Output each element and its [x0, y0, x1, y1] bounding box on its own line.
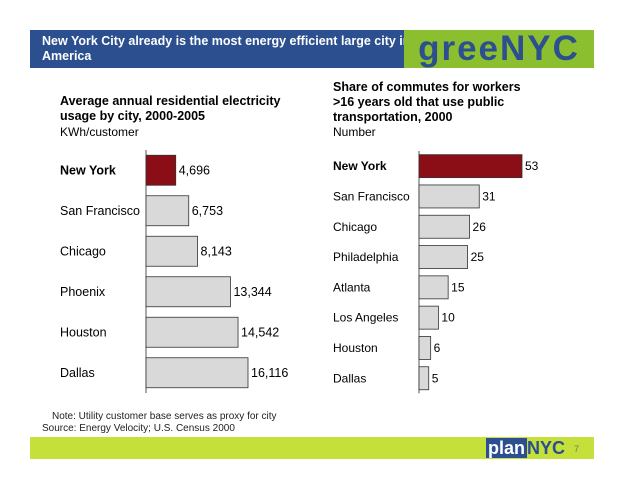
- right-chart-category-label-los-angeles: Los Angeles: [333, 311, 398, 325]
- left-chart-bar-chicago: [145, 235, 198, 267]
- left-chart-value-label-new-york: 4,696: [179, 163, 210, 177]
- left-chart-unit: KWh/customer: [60, 125, 139, 139]
- right-chart-category-label-san-francisco: San Francisco: [333, 189, 410, 203]
- left-chart-bar-houston: [145, 316, 239, 348]
- right-chart-bar-new-york: [418, 154, 523, 179]
- left-chart-value-label-houston: 14,542: [241, 325, 279, 339]
- right-chart-category-label-chicago: Chicago: [333, 220, 377, 234]
- left-chart-category-label-phoenix: Phoenix: [60, 285, 106, 299]
- right-chart-bar-atlanta: [418, 275, 449, 300]
- right-chart-unit: Number: [333, 125, 376, 139]
- plannyc-logo-plan: plan: [486, 438, 528, 458]
- left-chart-title: Average annual residential electricity u…: [60, 94, 281, 123]
- right-chart-category-label-philadelphia: Philadelphia: [333, 250, 399, 264]
- left-chart-value-label-phoenix: 13,344: [233, 285, 271, 299]
- right-chart-value-label-houston: 6: [434, 341, 441, 355]
- greenyc-logo: greeNYC: [404, 30, 594, 68]
- left-chart-category-label-san-francisco: San Francisco: [60, 204, 140, 218]
- page-title: New York City already is the most energy…: [42, 34, 411, 63]
- right-chart-bar-philadelphia: [418, 245, 468, 269]
- right-chart-category-label-new-york: New York: [333, 159, 387, 173]
- left-chart-bar-san-francisco: [145, 195, 190, 227]
- page-number: 7: [574, 444, 580, 454]
- right-chart-value-label-chicago: 26: [473, 220, 487, 234]
- right-chart-category-label-dallas: Dallas: [333, 371, 366, 385]
- right-chart-bar-chicago: [418, 214, 470, 239]
- left-chart-category-label-dallas: Dallas: [60, 366, 95, 380]
- plannyc-logo: plan NYC: [486, 438, 565, 458]
- left-chart-bar-dallas: [145, 357, 249, 389]
- right-chart-value-label-san-francisco: 31: [482, 189, 496, 203]
- right-chart-title: Share of commutes for workers >16 years …: [333, 80, 521, 124]
- right-chart-value-label-philadelphia: 25: [471, 250, 485, 264]
- left-chart-value-label-dallas: 16,116: [251, 366, 288, 380]
- left-chart-category-label-chicago: Chicago: [60, 244, 106, 258]
- left-chart-bar-phoenix: [145, 276, 231, 308]
- right-chart-bar-houston: [418, 336, 432, 360]
- left-chart-value-label-san-francisco: 6,753: [192, 204, 223, 218]
- footnote-source: Source: Energy Velocity; U.S. Census 200…: [42, 423, 235, 434]
- left-chart-value-label-chicago: 8,143: [201, 244, 232, 258]
- footer-bar: [30, 437, 594, 459]
- footnote-note: Note: Utility customer base serves as pr…: [52, 411, 277, 422]
- left-chart-bar-new-york: [145, 154, 177, 186]
- plannyc-logo-nyc: NYC: [527, 438, 566, 458]
- right-chart-category-label-atlanta: Atlanta: [333, 280, 371, 294]
- right-chart-value-label-new-york: 53: [525, 159, 539, 173]
- right-chart-bar-dallas: [418, 366, 430, 391]
- right-chart-bar-san-francisco: [418, 184, 480, 209]
- right-chart-category-label-houston: Houston: [333, 341, 378, 355]
- right-chart-value-label-los-angeles: 10: [441, 311, 455, 325]
- left-chart-category-label-new-york: New York: [60, 163, 116, 177]
- right-chart-value-label-atlanta: 15: [451, 280, 465, 294]
- right-chart-bar-los-angeles: [418, 305, 439, 330]
- right-chart-value-label-dallas: 5: [432, 371, 439, 385]
- left-chart-category-label-houston: Houston: [60, 325, 107, 339]
